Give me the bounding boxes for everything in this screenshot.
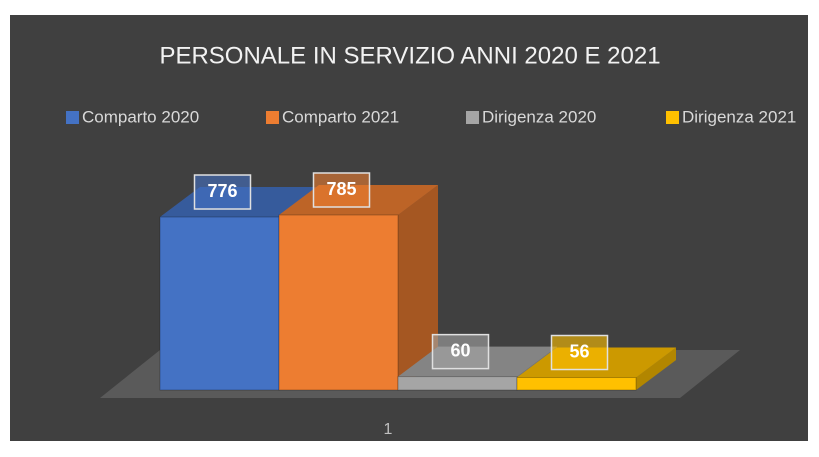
data-label: 60 <box>450 340 470 360</box>
bar-side <box>636 347 676 390</box>
legend-label: Comparto 2021 <box>282 107 399 126</box>
legend-swatch <box>66 111 79 124</box>
bar <box>397 376 518 391</box>
bar-side <box>398 185 438 390</box>
legend-swatch <box>266 111 279 124</box>
chart-title: PERSONALE IN SERVIZIO ANNI 2020 E 2021 <box>159 42 660 69</box>
legend-label: Comparto 2020 <box>82 107 199 126</box>
bar <box>278 214 399 391</box>
bar <box>159 216 280 391</box>
data-label: 56 <box>569 341 589 361</box>
bar <box>516 377 637 391</box>
data-label-box <box>431 333 490 370</box>
bar-side-shade <box>398 185 438 390</box>
data-label-box <box>193 174 252 210</box>
bar-side-shade <box>636 347 676 390</box>
data-label: 776 <box>207 181 237 201</box>
data-label-box <box>312 172 371 208</box>
legend-swatch <box>666 111 679 124</box>
legend-label: Dirigenza 2020 <box>482 107 596 126</box>
x-tick-label: 1 <box>384 421 393 438</box>
data-label-box <box>550 334 609 371</box>
legend-swatch <box>466 111 479 124</box>
legend-label: Dirigenza 2021 <box>682 107 796 126</box>
data-label: 785 <box>326 179 356 199</box>
